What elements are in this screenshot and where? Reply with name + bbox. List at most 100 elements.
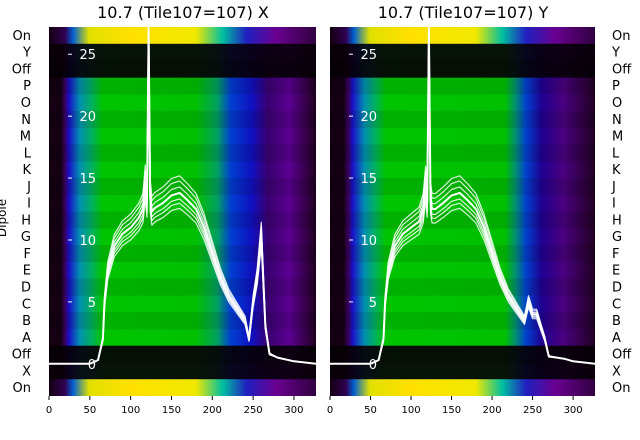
row-label: B: [612, 314, 621, 329]
row-label: Off: [612, 348, 632, 363]
x-ticks-y: 0 50 100 150 200 250 300: [327, 396, 583, 416]
heatmap-row: [49, 27, 316, 45]
row-label: K: [612, 163, 621, 178]
row-label: N: [612, 113, 622, 128]
row-label: Off: [12, 348, 32, 363]
row-label: On: [13, 29, 31, 44]
heatmap-rows-x: [49, 27, 316, 396]
heatmap-row: [330, 245, 595, 263]
x-tick-label: 50: [83, 405, 96, 416]
heatmap-rows-y: [330, 27, 595, 396]
overlay-tick-label: 0: [88, 358, 96, 373]
row-label: H: [21, 213, 31, 228]
heatmap-row: [49, 177, 316, 196]
row-label: G: [21, 230, 31, 245]
overlay-tick-label: 0: [369, 358, 377, 373]
row-label: On: [612, 381, 630, 396]
overlay-tick-label: 15: [79, 172, 96, 187]
heatmap-row: [49, 379, 316, 396]
row-label: D: [21, 280, 31, 295]
heatmap-row: [330, 77, 595, 95]
x-tick-label: 150: [442, 405, 461, 416]
heatmap-row: [330, 362, 595, 380]
row-label: O: [612, 96, 622, 111]
row-label: M: [612, 130, 623, 145]
row-label: Off: [12, 62, 32, 77]
row-label: F: [612, 247, 619, 262]
row-label: Y: [22, 46, 31, 61]
row-label: E: [23, 264, 31, 279]
heatmap-row: [49, 110, 316, 128]
row-label: L: [24, 146, 32, 161]
heatmap-row: [49, 77, 316, 95]
row-label: B: [22, 314, 31, 329]
row-label: K: [22, 163, 31, 178]
heatmap-row: [330, 110, 595, 128]
x-ticks-x: 0 50 100 150 200 250 300: [46, 396, 304, 416]
heatmap-row: [330, 211, 595, 229]
row-label: J: [611, 180, 616, 195]
x-tick-label: 300: [284, 405, 303, 416]
heatmap-panel-x: 10.7 (Tile107=107) X Dipole OnYOffPONMLK…: [0, 3, 316, 416]
heatmap-row: [49, 362, 316, 380]
overlay-series-line: [330, 61, 595, 365]
row-label: X: [612, 364, 621, 379]
row-label: Off: [612, 62, 632, 77]
dipole-bands-y: [330, 27, 595, 396]
row-label: P: [23, 79, 31, 94]
overlay-tick-label: 20: [79, 110, 96, 125]
heatmap-row: [330, 60, 595, 78]
overlay-tick-label: 10: [79, 234, 96, 249]
x-tick-label: 250: [244, 405, 263, 416]
row-label: P: [612, 79, 620, 94]
overlay-tick-label: 5: [88, 296, 96, 311]
row-label: C: [612, 297, 621, 312]
row-label: I: [612, 197, 616, 212]
panel-x-title: 10.7 (Tile107=107) X: [97, 3, 269, 22]
x-tick-label: 150: [162, 405, 181, 416]
row-label: A: [612, 331, 621, 346]
row-label: E: [612, 264, 620, 279]
heatmap-row: [330, 312, 595, 330]
heatmap-row: [49, 278, 316, 296]
x-tick-label: 0: [46, 405, 52, 416]
x-tick-label: 0: [327, 405, 333, 416]
heatmap-row: [330, 379, 595, 396]
y-axis-label: Dipole: [0, 199, 9, 237]
overlay-series-line: [49, 61, 316, 365]
heatmap-row: [330, 27, 595, 45]
row-label: X: [22, 364, 31, 379]
overlay-series-line: [330, 27, 595, 365]
heatmap-row: [330, 43, 595, 61]
row-label: On: [612, 29, 630, 44]
heatmap-panel-y: 10.7 (Tile107=107) Y OnYOffPONMLKJIHGFED…: [327, 3, 632, 416]
overlay-tick-label: 25: [79, 48, 96, 63]
heatmap-row: [49, 43, 316, 61]
panel-y-title: 10.7 (Tile107=107) Y: [378, 3, 549, 22]
overlay-line-x: [49, 27, 316, 365]
row-label: D: [612, 280, 622, 295]
x-tick-label: 250: [523, 405, 542, 416]
heatmap-row: [49, 245, 316, 263]
overlay-tick-label: 20: [360, 110, 377, 125]
dipole-bands-x: [49, 27, 316, 396]
row-label: Y: [611, 46, 620, 61]
row-label: L: [612, 146, 620, 161]
overlay-tick-label: 25: [360, 48, 377, 63]
x-tick-label: 300: [564, 405, 583, 416]
heatmap-row: [49, 211, 316, 229]
overlay-line-y: [330, 27, 595, 365]
heatmap-row: [330, 144, 595, 162]
overlay-y-ticks-x: 0 5 10 15 20 25: [68, 48, 96, 373]
heatmap-row: [330, 278, 595, 296]
x-tick-label: 200: [203, 405, 222, 416]
overlay-y-ticks-y: 0 5 10 15 20 25: [349, 48, 377, 373]
heatmap-row: [330, 177, 595, 196]
overlay-tick-label: 5: [369, 296, 377, 311]
heatmap-row: [49, 312, 316, 330]
overlay-tick-label: 10: [360, 234, 377, 249]
row-label: On: [13, 381, 31, 396]
row-label: C: [22, 297, 31, 312]
